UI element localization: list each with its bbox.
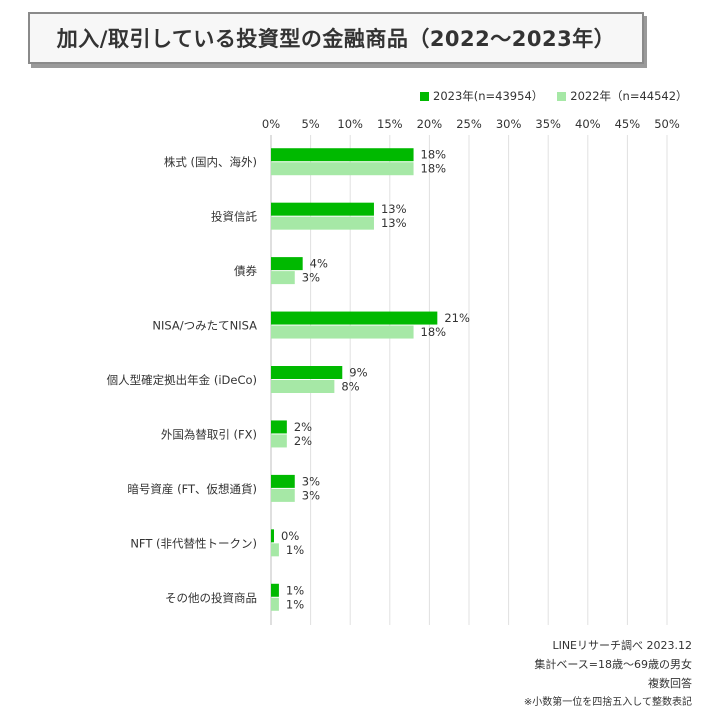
category-label: 個人型確定拠出年金 (iDeCo) [107,373,257,387]
x-tick-label: 25% [456,117,482,131]
bar-2022 [271,597,279,611]
footnote-source: LINEリサーチ調べ 2023.12 [552,639,692,652]
x-tick-label: 30% [496,117,522,131]
x-tick-label: 15% [377,117,403,131]
data-label-2023: 18% [421,148,447,162]
legend: 2023年(n=43954） 2022年（n=44542） [420,88,688,104]
data-label-2022: 8% [341,380,359,394]
bar-2023 [271,583,279,597]
legend-swatch-2023 [420,91,429,101]
x-tick-label: 40% [575,117,601,131]
data-label-2022: 13% [381,216,407,230]
x-tick-label: 35% [535,117,561,131]
category-label: 外国為替取引 (FX) [161,427,257,441]
x-tick-label: 5% [301,117,319,131]
legend-label-2022: 2022年（n=44542） [570,89,688,103]
data-label-2022: 1% [286,543,304,557]
x-tick-label: 20% [417,117,443,131]
data-label-2022: 3% [302,271,320,285]
bar-2023 [271,529,274,543]
data-label-2023: 4% [310,257,328,271]
bar-2023 [271,420,287,434]
legend-item-2022: 2022年（n=44542） [557,88,688,104]
bar-2022 [271,325,414,339]
bar-2022 [271,543,279,557]
data-label-2023: 3% [302,474,320,488]
data-label-2023: 9% [349,366,367,380]
category-label: NFT (非代替性トークン) [130,536,257,550]
x-tick-label: 50% [654,117,680,131]
footnote-base: 集計ベース=18歳〜69歳の男女 [534,658,692,671]
category-label: 投資信託 [211,210,257,224]
footnotes: LINEリサーチ調べ 2023.12 集計ベース=18歳〜69歳の男女 複数回答… [524,636,692,712]
bar-2023 [271,474,295,488]
bar-2023 [271,257,303,271]
category-label: NISA/つみたてNISA [152,319,257,333]
bar-2023 [271,148,414,162]
chart-title-box: 加入/取引している投資型の金融商品（2022〜2023年） [28,12,644,64]
bar-2022 [271,380,335,393]
legend-swatch-2022 [557,91,567,101]
footnote-rounding: ※小数第一位を四捨五入して整数表記 [523,697,692,708]
bar-2022 [271,434,287,448]
category-label: 債券 [234,264,257,278]
data-label-2023: 13% [381,202,407,216]
data-label-2023: 2% [294,420,312,434]
chart-title: 加入/取引している投資型の金融商品（2022〜2023年） [56,27,616,51]
legend-item-2023: 2023年(n=43954） [420,88,543,104]
data-label-2022: 18% [421,325,447,339]
bar-2022 [271,271,295,285]
category-label: その他の投資商品 [165,591,257,605]
data-label-2023: 1% [286,583,304,597]
legend-label-2023: 2023年(n=43954） [433,89,544,103]
category-label: 株式 (国内、海外) [164,155,257,169]
bar-2023 [271,311,438,325]
data-label-2022: 18% [421,162,447,176]
bar-2023 [271,366,343,379]
x-tick-label: 10% [337,117,363,131]
category-label: 暗号資産 (FT、仮想通貨) [127,482,257,496]
footnote-multiple-answer: 複数回答 [648,677,692,690]
data-label-2023: 21% [444,311,470,325]
bar-2022 [271,162,414,176]
data-label-2022: 1% [286,597,304,611]
data-label-2023: 0% [281,529,299,543]
x-tick-label: 0% [262,117,280,131]
data-label-2022: 2% [294,434,312,448]
data-label-2022: 3% [302,488,320,502]
bar-2023 [271,202,374,216]
bar-2022 [271,216,374,230]
bar-2022 [271,488,295,502]
x-tick-label: 45% [615,117,641,131]
